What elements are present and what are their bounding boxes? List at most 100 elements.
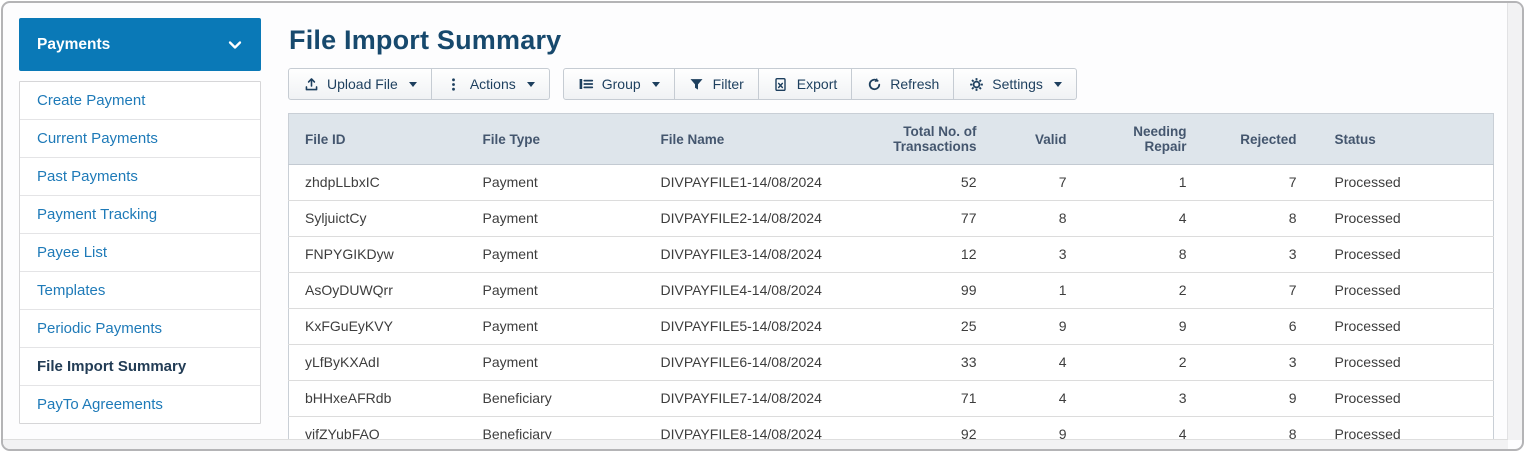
cell-total-no-of-transactions: 33: [838, 344, 989, 381]
sidebar-item-current-payments[interactable]: Current Payments: [20, 120, 260, 158]
button-label: Settings: [992, 76, 1043, 92]
page-title: File Import Summary: [289, 25, 562, 55]
cell-file-type: Payment: [466, 164, 645, 201]
cell-file-name: DIVPAYFILE7-14/08/2024: [644, 380, 839, 417]
cell-total-no-of-transactions: 99: [838, 272, 989, 309]
cell-status: Processed: [1308, 200, 1494, 237]
cell-file-name: DIVPAYFILE3-14/08/2024: [644, 236, 839, 273]
button-label: Group: [601, 76, 641, 92]
column-header-total-no-of-transactions[interactable]: Total No. of Transactions: [838, 113, 989, 165]
group-button[interactable]: Group: [564, 69, 675, 99]
upload-file-button[interactable]: Upload File: [289, 69, 432, 99]
cell-total-no-of-transactions: 52: [838, 164, 989, 201]
cell-file-type: Payment: [466, 236, 645, 273]
table-row[interactable]: zhdpLLbxIC Payment DIVPAYFILE1-14/08/2024 5…: [288, 164, 1494, 201]
caret-down-icon: [1053, 81, 1062, 87]
sidebar-item-create-payment[interactable]: Create Payment: [20, 82, 260, 120]
cell-valid: 4: [988, 380, 1079, 417]
column-header-file-name[interactable]: File Name: [644, 113, 839, 165]
cell-needing-repair: 2: [1078, 272, 1199, 309]
cell-status: Processed: [1308, 344, 1494, 381]
main-content: File Import Summary Upload File Actions Gr…: [288, 3, 1494, 449]
cell-rejected: 3: [1198, 236, 1309, 273]
cell-rejected: 3: [1198, 344, 1309, 381]
cell-file-type: Payment: [466, 200, 645, 237]
filter-button[interactable]: Filter: [675, 69, 759, 99]
actions-button[interactable]: Actions: [432, 69, 549, 99]
cell-total-no-of-transactions: 25: [838, 308, 989, 345]
caret-down-icon: [408, 81, 417, 87]
cell-rejected: 8: [1198, 200, 1309, 237]
cell-file-name: DIVPAYFILE5-14/08/2024: [644, 308, 839, 345]
cell-status: Processed: [1308, 380, 1494, 417]
sidebar-header-label: Payments: [37, 35, 111, 53]
sidebar-item-past-payments[interactable]: Past Payments: [20, 158, 260, 196]
cell-total-no-of-transactions: 77: [838, 200, 989, 237]
caret-down-icon: [526, 81, 535, 87]
sidebar-item-periodic-payments[interactable]: Periodic Payments: [20, 310, 260, 348]
cell-valid: 8: [988, 200, 1079, 237]
column-header-valid[interactable]: Valid: [988, 113, 1079, 165]
column-header-needing-repair[interactable]: Needing Repair: [1078, 113, 1199, 165]
sidebar-item-payto-agreements[interactable]: PayTo Agreements: [37, 396, 163, 413]
cell-needing-repair: 1: [1078, 164, 1199, 201]
cell-file-name: DIVPAYFILE6-14/08/2024: [644, 344, 839, 381]
button-label: Export: [796, 76, 838, 92]
table-row[interactable]: AsOyDUWQrr Payment DIVPAYFILE4-14/08/2024 9…: [288, 272, 1494, 309]
upload-icon: [303, 76, 319, 92]
cell-file-type: Payment: [466, 272, 645, 309]
cell-file-type: Payment: [466, 308, 645, 345]
sidebar-menu: Create Payment Current Payments Past Payme…: [19, 81, 261, 424]
cell-file-id: FNPYGIKDyw: [288, 236, 467, 273]
cell-valid: 9: [988, 308, 1079, 345]
filter-icon: [689, 76, 705, 92]
sidebar: Payments Create Payment Current Payments P…: [19, 18, 261, 424]
ellipsis-icon: [446, 76, 462, 92]
sidebar-item-payee-list[interactable]: Payee List: [20, 234, 260, 272]
column-header-rejected[interactable]: Rejected: [1198, 113, 1309, 165]
export-button[interactable]: Export: [759, 69, 853, 99]
horizontal-scrollbar[interactable]: [3, 439, 1508, 449]
cell-total-no-of-transactions: 71: [838, 380, 989, 417]
refresh-button[interactable]: Refresh: [852, 69, 955, 99]
sidebar-item-file-import-summary[interactable]: File Import Summary: [20, 348, 260, 386]
cell-valid: 7: [988, 164, 1079, 201]
cell-file-id: zhdpLLbxIC: [288, 164, 467, 201]
table-row[interactable]: FNPYGIKDyw Payment DIVPAYFILE3-14/08/2024 1…: [288, 236, 1494, 273]
cell-valid: 4: [988, 344, 1079, 381]
button-label: Refresh: [890, 76, 940, 92]
table-body: zhdpLLbxIC Payment DIVPAYFILE1-14/08/2024 5…: [288, 164, 1494, 449]
button-label: Upload File: [327, 76, 398, 92]
refresh-icon: [866, 76, 882, 92]
table-row[interactable]: SyljuictCy Payment DIVPAYFILE2-14/08/2024 7…: [288, 200, 1494, 237]
sidebar-item-templates[interactable]: Templates: [20, 272, 260, 310]
cell-file-name: DIVPAYFILE1-14/08/2024: [644, 164, 839, 201]
settings-button[interactable]: Settings: [954, 69, 1076, 99]
sidebar-item-payment-tracking[interactable]: Payment Tracking: [20, 196, 260, 234]
cell-needing-repair: 2: [1078, 344, 1199, 381]
vertical-scrollbar[interactable]: [1507, 3, 1522, 440]
column-header-file-id[interactable]: File ID: [288, 113, 467, 165]
group-icon: [578, 76, 594, 92]
cell-file-name: DIVPAYFILE2-14/08/2024: [644, 200, 839, 237]
column-header-file-type[interactable]: File Type: [466, 113, 645, 165]
column-header-status[interactable]: Status: [1308, 113, 1494, 165]
cell-valid: 3: [988, 236, 1079, 273]
toolbar-button-group: Upload File Actions: [288, 68, 550, 100]
sidebar-header-payments[interactable]: Payments: [19, 18, 261, 71]
cell-status: Processed: [1308, 272, 1494, 309]
table-row[interactable]: bHHxeAFRdb Beneficiary DIVPAYFILE7-14/08/2…: [288, 380, 1494, 417]
cell-file-id: SyljuictCy: [288, 200, 467, 237]
table-row[interactable]: KxFGuEyKVY Payment DIVPAYFILE5-14/08/2024 2…: [288, 308, 1494, 345]
cell-file-name: DIVPAYFILE4-14/08/2024: [644, 272, 839, 309]
caret-down-icon: [651, 81, 660, 87]
cell-status: Processed: [1308, 236, 1494, 273]
cell-needing-repair: 9: [1078, 308, 1199, 345]
table-row[interactable]: yLfByKXAdI Payment DIVPAYFILE6-14/08/2024 3…: [288, 344, 1494, 381]
table-header-row: File ID File Type File Name Total No. of Tr…: [288, 113, 1494, 165]
cell-file-type: Payment: [466, 344, 645, 381]
cell-rejected: 9: [1198, 380, 1309, 417]
cell-status: Processed: [1308, 308, 1494, 345]
cell-status: Processed: [1308, 164, 1494, 201]
